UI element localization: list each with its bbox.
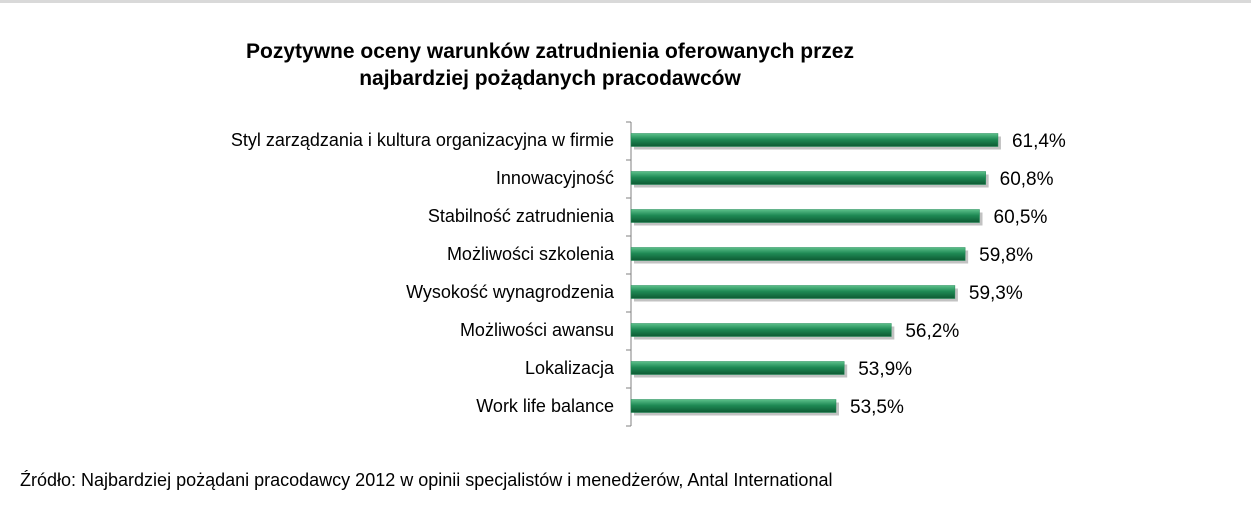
source-note: Źródło: Najbardziej pożądani pracodawcy … xyxy=(20,470,833,490)
value-label: 60,8% xyxy=(1000,169,1054,190)
category-label: Stabilność zatrudnienia xyxy=(428,206,615,226)
category-label: Możliwości awansu xyxy=(460,320,614,340)
chart-title: Pozytywne oceny warunków zatrudnienia of… xyxy=(160,38,940,92)
category-label: Możliwości szkolenia xyxy=(447,244,615,264)
value-label: 53,5% xyxy=(850,397,904,418)
chart-title-line-2: najbardziej pożądanych pracodawców xyxy=(359,67,741,90)
category-label: Work life balance xyxy=(476,396,614,416)
value-label: 56,2% xyxy=(905,321,959,342)
category-label: Lokalizacja xyxy=(525,358,615,378)
value-label: 53,9% xyxy=(858,359,912,380)
bar xyxy=(630,323,892,337)
bar xyxy=(630,361,845,375)
value-label: 59,3% xyxy=(969,283,1023,304)
chart-title-line-1: Pozytywne oceny warunków zatrudnienia of… xyxy=(246,40,854,63)
value-label: 60,5% xyxy=(994,207,1048,228)
value-label: 59,8% xyxy=(979,245,1033,266)
value-label: 61,4% xyxy=(1012,131,1066,152)
bar xyxy=(630,285,956,299)
bar xyxy=(630,209,980,223)
category-label: Innowacyjność xyxy=(496,168,614,188)
bar xyxy=(630,247,966,261)
bar xyxy=(630,133,999,147)
top-divider xyxy=(0,0,1251,3)
bar xyxy=(630,171,986,185)
category-label: Wysokość wynagrodzenia xyxy=(406,282,615,302)
category-label: Styl zarządzania i kultura organizacyjna… xyxy=(231,130,614,150)
bar xyxy=(630,399,837,413)
